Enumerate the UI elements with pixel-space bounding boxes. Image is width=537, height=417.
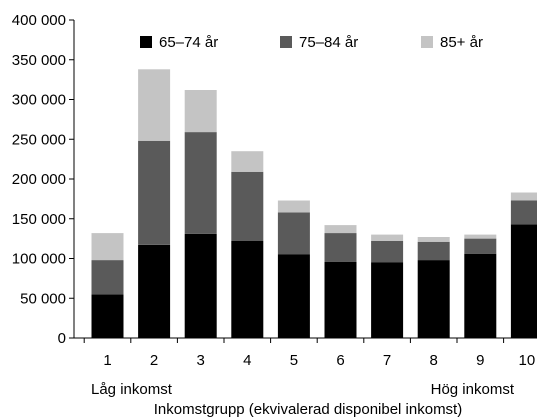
y-tick-label: 350 000 [12, 52, 66, 69]
legend-label: 75–84 år [299, 34, 358, 51]
bar-segment-series2-cat2 [138, 140, 171, 245]
y-tick-label: 400 000 [12, 12, 66, 29]
y-tick-label: 300 000 [12, 92, 66, 109]
bar-segment-series2-cat4 [231, 171, 264, 241]
bar-segment-series2-cat3 [184, 132, 217, 234]
bar-segment-series3-cat4 [231, 151, 264, 172]
bar-segment-series2-cat7 [371, 241, 404, 263]
bar-segment-series3-cat8 [417, 237, 450, 242]
bar-segment-series3-cat9 [464, 234, 497, 239]
x-tick-label: 7 [383, 352, 391, 369]
bar-segment-series1-cat7 [371, 262, 404, 338]
bar-segment-series3-cat10 [510, 192, 537, 201]
high-income-note: Hög inkomst [431, 381, 515, 398]
bar-segment-series3-cat3 [184, 90, 217, 133]
y-tick-label: 250 000 [12, 131, 66, 148]
bar-segment-series2-cat8 [417, 241, 450, 261]
bar-segment-series3-cat6 [324, 225, 357, 233]
legend-swatch [280, 36, 292, 48]
bar-segment-series2-cat6 [324, 233, 357, 262]
bar-segment-series3-cat1 [91, 233, 124, 261]
legend-label: 65–74 år [159, 34, 218, 51]
bar-segment-series1-cat8 [417, 260, 450, 338]
bars-group [91, 69, 537, 338]
bar-segment-series1-cat3 [184, 233, 217, 338]
bar-segment-series1-cat5 [277, 254, 310, 338]
low-income-note: Låg inkomst [91, 381, 173, 398]
legend-label: 85+ år [440, 34, 483, 51]
x-tick-label: 6 [336, 352, 344, 369]
x-tick-label: 4 [243, 352, 251, 369]
x-tick-label: 5 [290, 352, 298, 369]
x-tick-label: 10 [519, 352, 536, 369]
bar-segment-series1-cat1 [91, 294, 124, 338]
legend-swatch [140, 36, 152, 48]
bar-segment-series1-cat4 [231, 241, 264, 338]
x-tick-label: 3 [197, 352, 205, 369]
y-tick-label: 50 000 [20, 290, 66, 307]
y-tick-label: 0 [58, 330, 66, 347]
bar-segment-series3-cat5 [277, 200, 310, 213]
x-tick-label: 8 [430, 352, 438, 369]
y-tick-label: 100 000 [12, 251, 66, 268]
x-tick-label: 9 [476, 352, 484, 369]
y-tick-label: 150 000 [12, 211, 66, 228]
bar-segment-series3-cat7 [371, 234, 404, 241]
legend: 65–74 år 75–84 år 85+ år [140, 34, 483, 51]
bar-segment-series2-cat5 [277, 212, 310, 255]
bar-segment-series3-cat2 [138, 69, 171, 141]
bar-segment-series1-cat2 [138, 245, 171, 338]
bar-segment-series2-cat10 [510, 200, 537, 225]
bar-segment-series1-cat6 [324, 261, 357, 338]
bar-segment-series2-cat1 [91, 260, 124, 295]
bar-segment-series1-cat10 [510, 224, 537, 338]
y-tick-label: 200 000 [12, 171, 66, 188]
bar-segment-series2-cat9 [464, 238, 497, 254]
x-tick-label: 2 [150, 352, 158, 369]
bar-segment-series1-cat9 [464, 253, 497, 338]
legend-swatch [421, 36, 433, 48]
x-axis-title: Inkomstgrupp (ekvivalerad disponibel ink… [154, 401, 462, 417]
axes-group: 0 50 000 100 000 150 000 200 000 250 000 300 0… [12, 12, 537, 369]
x-tick-label: 1 [103, 352, 111, 369]
